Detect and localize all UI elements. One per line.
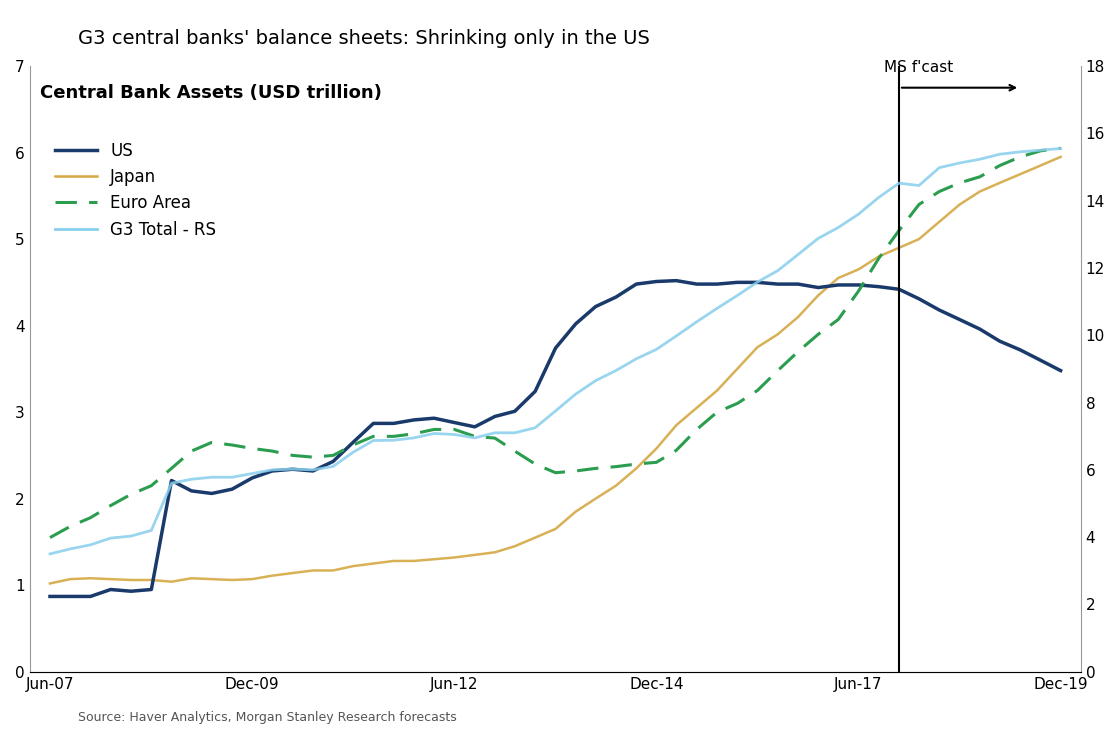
Text: Central Bank Assets (USD trillion): Central Bank Assets (USD trillion) — [40, 84, 382, 102]
Text: Source: Haver Analytics, Morgan Stanley Research forecasts: Source: Haver Analytics, Morgan Stanley … — [78, 711, 457, 724]
Text: MS f'cast: MS f'cast — [885, 60, 953, 75]
Legend: US, Japan, Euro Area, G3 Total - RS: US, Japan, Euro Area, G3 Total - RS — [48, 135, 223, 245]
Text: G3 central banks' balance sheets: Shrinking only in the US: G3 central banks' balance sheets: Shrink… — [78, 29, 651, 49]
